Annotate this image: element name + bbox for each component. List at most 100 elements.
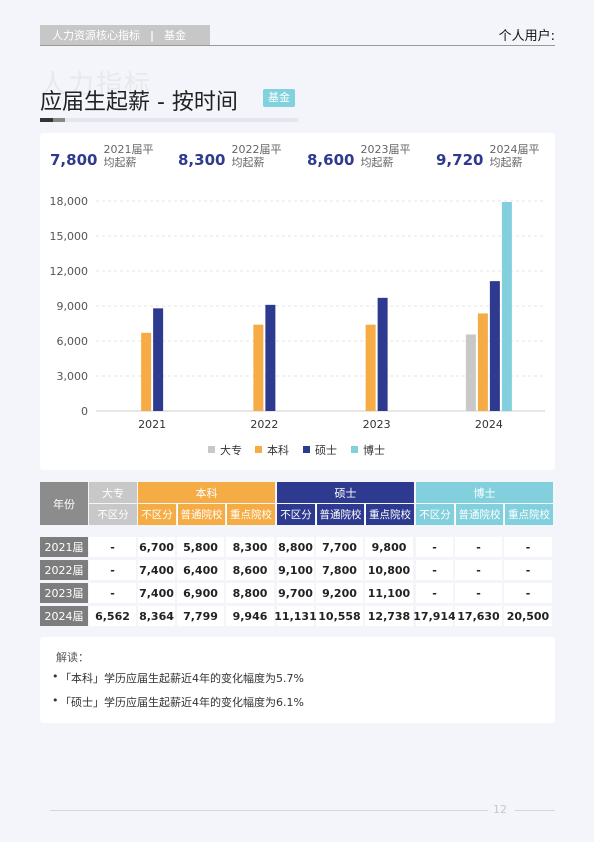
note-item: 「本科」学历应届生起薪近4年的变化幅度为5.7% [52,670,304,686]
sub-header: 普通院校 [177,504,225,525]
group-header: 博士 [416,482,553,503]
stat-2023: 8,600 2023届平均起薪 [307,143,420,169]
group-header: 大专 [89,482,137,503]
y-tick-label: 18,000 [50,195,89,208]
stat-value: 8,600 [307,151,355,169]
y-tick-label: 12,000 [50,265,89,278]
sub-header: 普通院校 [316,504,364,525]
bar-2021-1 [141,332,152,411]
year-header: 年份 [40,482,88,525]
table-cell: 7,400 [138,583,175,603]
row-year-label: 2022届 [40,560,88,580]
table-cell: - [455,560,502,580]
table-cell: 9,200 [316,583,363,603]
table-cell: - [504,537,552,557]
stat-2022: 8,300 2022届平均起薪 [178,143,291,169]
bar-chart: 0 3,000 6,000 9,000 12,000 15,000 18,000 2021 20… [50,195,545,457]
table-cell: - [455,537,502,557]
header-category-label: 基金 [164,29,187,42]
bar-2023-1 [365,324,376,411]
table-cell: 8,600 [226,560,274,580]
stat-label: 2021届平均起薪 [103,143,154,169]
header-section-tag: 人力资源核心指标 | 基金 [40,25,210,45]
title-badge: 基金 [263,89,295,107]
header-divider [40,45,555,46]
table-cell: 17,914 [413,606,456,626]
table-cell: 12,738 [365,606,413,626]
legend-label: 大专 [220,443,242,457]
x-tick-label: 2024 [475,418,503,431]
table-cell: - [416,583,453,603]
footer-line [50,810,488,811]
legend-label: 本科 [267,443,289,457]
y-tick-label: 6,000 [57,335,89,348]
table-cell: 8,300 [226,537,274,557]
background-watermark: 人力指标 [40,70,153,100]
legend-swatch [255,446,262,453]
bar-2024-3 [501,202,512,411]
group-header: 本科 [138,482,275,503]
page-number: 12 [493,803,507,816]
bar-2024-0 [465,334,476,411]
table-cell: 6,562 [89,606,136,626]
sub-header: 不区分 [416,504,454,525]
legend-swatch [208,446,215,453]
y-tick-label: 3,000 [57,370,89,383]
table-cell: - [89,537,136,557]
table-cell: 11,131 [274,606,317,626]
sub-header: 不区分 [277,504,315,525]
stat-value: 7,800 [50,151,98,169]
bar-2022-1 [253,324,264,411]
title-underline [40,118,298,122]
table-cell: - [416,560,453,580]
y-tick-label: 0 [81,405,88,418]
table-cell: 17,630 [455,606,502,626]
table-cell: 7,799 [177,606,224,626]
table-cell: 6,700 [138,537,175,557]
x-tick-label: 2023 [363,418,391,431]
header-user-label: 个人用户: [498,29,555,44]
bar-2024-1 [477,313,488,411]
x-tick-label: 2022 [250,418,278,431]
y-tick-label: 9,000 [57,300,89,313]
notes-title: 解读： [56,651,89,664]
table-cell: - [504,583,552,603]
page-title: 应届生起薪 - 按时间 [40,90,238,115]
table-cell: - [504,560,552,580]
table-cell: 9,946 [226,606,274,626]
stat-2021: 7,800 2021届平均起薪 [50,143,163,169]
group-header: 硕士 [277,482,414,503]
table-cell: 8,364 [138,606,175,626]
table-cell: 9,100 [277,560,314,580]
header-section-label: 人力资源核心指标 [52,29,140,42]
note-item: 「硕士」学历应届生起薪近4年的变化幅度为6.1% [52,694,304,710]
bar-2021-2 [153,308,164,411]
stat-2024: 9,720 2024届平均起薪 [436,143,549,169]
stat-label: 2023届平均起薪 [360,143,411,169]
footer-line [515,810,555,811]
header-separator: | [150,28,155,42]
table-cell: 5,800 [177,537,224,557]
bar-2023-2 [377,297,388,411]
table-cell: 6,400 [177,560,224,580]
table-cell: 7,700 [316,537,363,557]
legend-swatch [351,446,358,453]
stat-value: 9,720 [436,151,484,169]
legend-label: 博士 [363,444,385,457]
table-cell: 8,800 [226,583,274,603]
sub-header: 不区分 [89,504,137,525]
table-cell: 6,900 [177,583,224,603]
row-year-label: 2024届 [40,606,88,626]
notes-card: 解读： 「本科」学历应届生起薪近4年的变化幅度为5.7% 「硕士」学历应届生起薪… [40,637,555,723]
table-cell: 20,500 [504,606,552,626]
row-year-label: 2023届 [40,583,88,603]
y-tick-label: 15,000 [50,230,89,243]
sub-header: 普通院校 [455,504,503,525]
table-cell: 9,800 [365,537,413,557]
sub-header: 重点院校 [226,504,275,525]
legend-swatch [303,446,310,453]
chart-card: 7,800 2021届平均起薪 8,300 2022届平均起薪 8,600 20… [40,133,555,470]
table-cell: 10,800 [365,560,413,580]
table-cell: 9,700 [277,583,314,603]
bar-2022-2 [265,304,276,411]
